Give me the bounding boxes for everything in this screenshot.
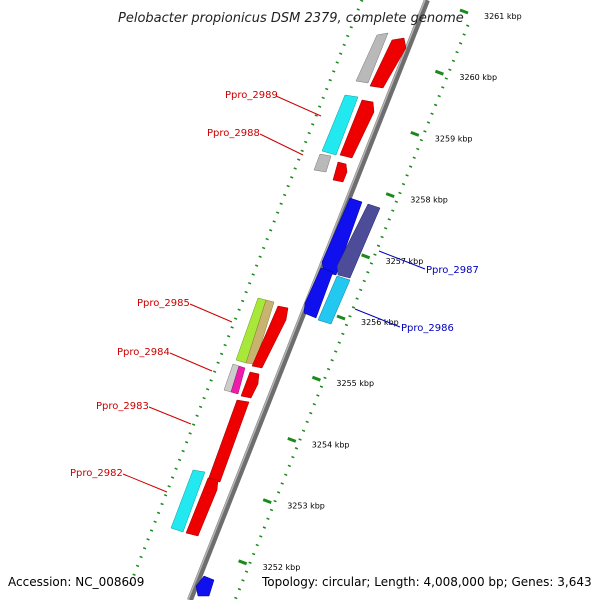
genome-summary-text: Topology: circular; Length: 4,008,000 bp… (261, 575, 592, 589)
gene-arrow-red[interactable] (240, 371, 260, 399)
gene-arrow-red[interactable] (251, 305, 289, 369)
gene-arrow-red[interactable] (332, 161, 348, 183)
scale-tick-mark (361, 253, 371, 260)
gene-arrow-blue[interactable] (303, 267, 334, 319)
scale-tick-label: 3261 kbp (484, 12, 522, 21)
gene-ppro-2989[interactable] (321, 94, 359, 156)
gene-label-ppro-2984[interactable]: Ppro_2984 (117, 347, 170, 358)
gene-label-ppro-2988[interactable]: Ppro_2988 (207, 128, 260, 139)
scale-tick-mark (238, 559, 248, 566)
forward-strand-genes (170, 32, 407, 537)
scale-tick-mark (287, 436, 297, 443)
scale-tick-label: 3256 kbp (361, 318, 399, 327)
gene-arrow-red[interactable] (185, 477, 219, 537)
gene-block-slate[interactable] (336, 203, 381, 279)
gene-label-ppro-2986[interactable]: Ppro_2986 (401, 323, 454, 334)
scale-tick-label: 3254 kbp (312, 440, 350, 449)
gene-label-ppro-2985[interactable]: Ppro_2985 (137, 298, 190, 309)
gene-label-ppro-2987[interactable]: Ppro_2987 (426, 265, 479, 276)
leader-line-ppro-2987 (378, 250, 426, 270)
gene-block-magenta[interactable] (230, 365, 246, 395)
scale-tick-mark (434, 69, 444, 76)
leader-line-ppro-2989 (275, 95, 322, 117)
gene-label-ppro-2989[interactable]: Ppro_2989 (225, 90, 278, 101)
scale-tick-label: 3259 kbp (435, 134, 473, 143)
gene-label-ppro-2982[interactable]: Ppro_2982 (70, 468, 123, 479)
map-title: Pelobacter propionicus DSM 2379, complet… (118, 11, 464, 26)
gene-arrow-red[interactable] (369, 37, 407, 89)
gene-labels: Ppro_2989 Ppro_2988 Ppro_2987 Ppro_2986 … (70, 90, 479, 493)
accession-text: Accession: NC_008609 (8, 575, 144, 589)
scale-tick-mark (336, 314, 346, 321)
scale-tick-mark (385, 192, 395, 199)
gene-ppro-2986[interactable] (317, 275, 351, 325)
gene-ppro-2983[interactable] (207, 399, 250, 483)
scale-tick-label: 3260 kbp (459, 73, 497, 82)
reverse-strand-genes (195, 197, 381, 597)
scale-tick-label: 3253 kbp (287, 502, 325, 511)
gene-arrow-red[interactable] (339, 99, 375, 159)
gene-ppro-2988[interactable] (313, 153, 332, 173)
gene-arrow-blue[interactable] (195, 575, 215, 597)
scale-tick-label: 3255 kbp (336, 379, 374, 388)
gene-block-gray[interactable] (355, 32, 389, 84)
gene-ppro-2982[interactable] (170, 469, 206, 533)
scale-tick-mark (459, 8, 469, 15)
scale-tick-mark (311, 375, 321, 382)
scale-tick-label: 3252 kbp (263, 563, 301, 572)
scale-tick-mark (262, 498, 272, 505)
gene-label-ppro-2983[interactable]: Ppro_2983 (96, 401, 149, 412)
leader-line-ppro-2983 (148, 406, 192, 425)
scale-tick-mark (410, 130, 420, 137)
inner-dotted-track (126, 0, 364, 591)
leader-line-ppro-2988 (259, 133, 304, 156)
leader-line-ppro-2986 (354, 308, 401, 328)
leader-line-ppro-2982 (122, 473, 168, 493)
leader-line-ppro-2985 (189, 303, 233, 323)
scale-tick-label: 3258 kbp (410, 196, 448, 205)
leader-line-ppro-2984 (169, 352, 213, 372)
